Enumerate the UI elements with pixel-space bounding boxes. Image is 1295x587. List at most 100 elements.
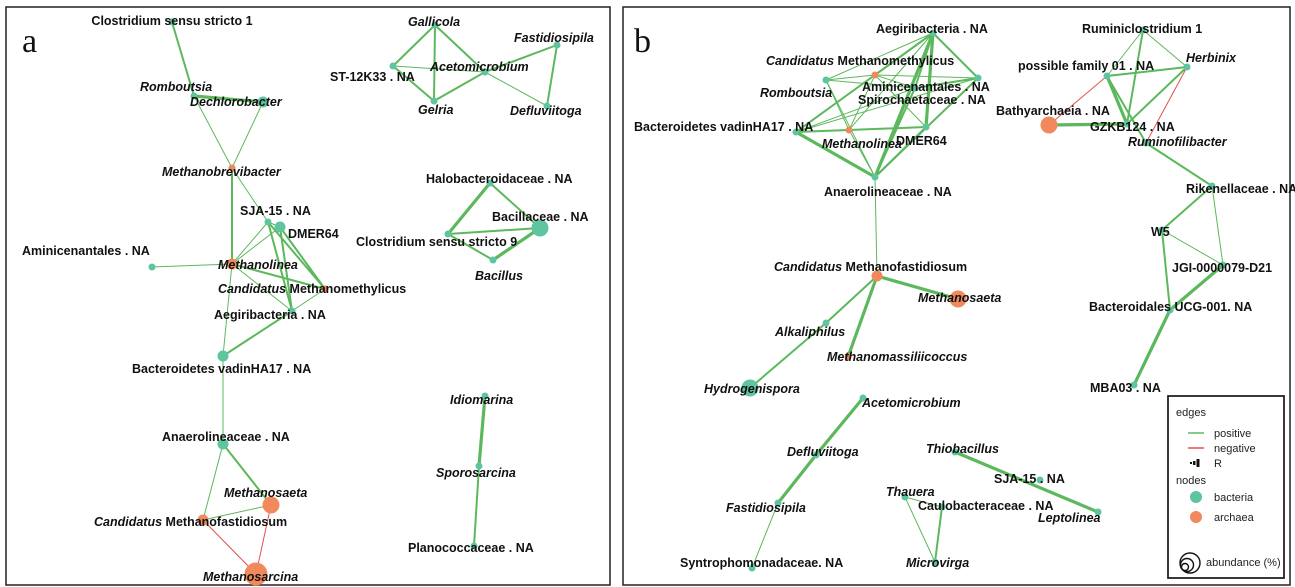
legend: edges positive negative R nodes bacteria… [1167, 395, 1285, 579]
edge-positive-defl-fast [776, 453, 818, 505]
edge-positive-halo-clos9 [446, 181, 492, 236]
panel-b-labels: Aegiribacteria . NA Candidatus Methanomet… [634, 22, 1295, 570]
node-defl [812, 451, 820, 459]
node-label-spor: Sporosarcina [436, 466, 516, 480]
node-msae [262, 496, 280, 514]
edge-positive-romb-mbrev [193, 95, 233, 169]
node-label-msae: Methanosaeta [918, 291, 1001, 305]
node-label-part: Planococcaceae . NA [408, 541, 534, 555]
node-label-part: Aminicenantales . NA [22, 244, 150, 258]
edge-positive-rum1-pf01 [1106, 29, 1144, 77]
node-spir [911, 84, 919, 92]
node-label-part: Acetomicrobium [429, 60, 529, 74]
edge-positive-w5-bucg [1161, 229, 1171, 311]
node-gelr [430, 97, 438, 105]
node-label-part: Methanofastidiosum [842, 260, 967, 274]
edge-positive-rike-w5 [1161, 185, 1213, 231]
node-label-part: Gallicola [408, 15, 460, 29]
node-fast [774, 499, 782, 507]
edge-positive-mlin-dmer [848, 126, 927, 131]
node-label-part: Bacteroidales UCG-001. NA [1089, 300, 1252, 314]
node-label-part: JGI-0000079-D21 [1172, 261, 1272, 275]
node-label-synt: Syntrophomonadaceae. NA [680, 556, 843, 570]
node-acet [859, 394, 867, 402]
node-label-part: Bacteroidetes vadinHA17 . NA [132, 362, 311, 376]
edge-negative-msae-msar [255, 504, 272, 575]
legend-width-icon [1190, 459, 1200, 467]
node-synt [748, 564, 756, 572]
node-label-part: Hydrogenispora [704, 382, 800, 396]
edge-positive-rum1-herb [1142, 29, 1188, 68]
node-label-part: Aegiribacteria . NA [876, 22, 988, 36]
node-label-part: MBA03 . NA [1090, 381, 1161, 395]
node-label-thio: Thiobacillus [926, 442, 999, 456]
node-st12 [389, 62, 397, 70]
edge-positive-cmeth-amin [874, 74, 979, 79]
node-label-part: possible family 01 . NA [1018, 59, 1154, 73]
node-label-part: Anaerolineaceae . NA [824, 185, 952, 199]
node-label-msar: Methanosarcina [203, 570, 298, 584]
node-plan [470, 542, 478, 550]
node-label-gelr: Gelria [418, 103, 453, 117]
node-label-acet: Acetomicrobium [429, 60, 529, 74]
node-label-part: Bacillus [475, 269, 523, 283]
node-label-halo: Halobacteroidaceae . NA [426, 172, 573, 186]
node-label-aegi: Aegiribacteria . NA [214, 308, 326, 322]
edge-positive-mbrev-sja [231, 167, 269, 223]
edge-positive-aegi-amin [932, 32, 979, 79]
node-acet [481, 68, 489, 76]
node-label-part: Bacteroidetes vadinHA17 . NA [634, 120, 813, 134]
edge-positive-pf01-gzkb [1105, 74, 1129, 126]
node-label-part: Fastidiosipila [514, 31, 594, 45]
edge-positive-bvad-anae [794, 130, 877, 179]
node-label-plan: Planococcaceae . NA [408, 541, 534, 555]
panel-a-edges [151, 21, 558, 575]
node-label-romb: Romboutsia [760, 86, 832, 100]
node-label-cmeth: Candidatus Methanomethylicus [766, 54, 954, 68]
node-label-part: SJA-15 . NA [994, 472, 1065, 486]
node-fast [553, 41, 561, 49]
node-label-part: Methanolinea [822, 137, 902, 151]
node-label-acet: Acetomicrobium [861, 396, 961, 410]
node-label-rumf: Ruminofilibacter [1128, 135, 1228, 149]
node-label-part: Spirochaetaceae . NA [858, 93, 986, 107]
node-label-cmfas: Candidatus Methanofastidiosum [774, 260, 967, 274]
node-label-st12: ST-12K33 . NA [330, 70, 415, 84]
node-jgi [1219, 261, 1227, 269]
node-w5 [1158, 226, 1166, 234]
node-msae [949, 290, 967, 308]
legend-bacteria-swatch [1190, 491, 1202, 503]
edge-positive-bucg-mba [1132, 308, 1172, 387]
node-msar [244, 562, 268, 586]
node-label-bacil: Bacillaceae . NA [492, 210, 589, 224]
node-label-part: Methanosaeta [918, 291, 1001, 305]
node-bacil [531, 219, 549, 237]
edge-positive-bath-gzkb [1047, 122, 1129, 127]
legend-archaea-swatch [1190, 511, 1202, 523]
node-aegi [288, 307, 296, 315]
edge-positive-alka-hydr [749, 322, 827, 389]
node-label-clos1: Clostridium sensu stricto 1 [91, 14, 252, 28]
node-label-part: SJA-15 . NA [240, 204, 311, 218]
edge-positive-galli-gelr [433, 24, 436, 102]
node-label-bath: Bathyarchaeia . NA [996, 104, 1110, 118]
legend-edges-title: edges [1176, 407, 1206, 419]
node-label-part: Clostridium sensu stricto 9 [356, 235, 517, 249]
node-thau [901, 493, 909, 501]
node-dmer [274, 221, 286, 233]
node-anae [217, 438, 229, 450]
edge-positive-galli-st12 [392, 24, 436, 67]
node-aegi [929, 29, 937, 37]
panel-b-frame [622, 6, 1291, 586]
node-label-part: Candidatus [774, 260, 842, 274]
edge-positive-acet-defl [814, 396, 865, 457]
node-bucg [1166, 306, 1174, 314]
node-label-romb: Romboutsia [140, 80, 212, 94]
node-cmfas [197, 514, 209, 526]
edge-positive-mlin-bvad [222, 263, 233, 357]
edge-positive-spir-bvad [795, 87, 916, 133]
node-label-part: Methanomethylicus [286, 282, 406, 296]
node-romb [822, 76, 830, 84]
node-label-sja: SJA-15 . NA [994, 472, 1065, 486]
